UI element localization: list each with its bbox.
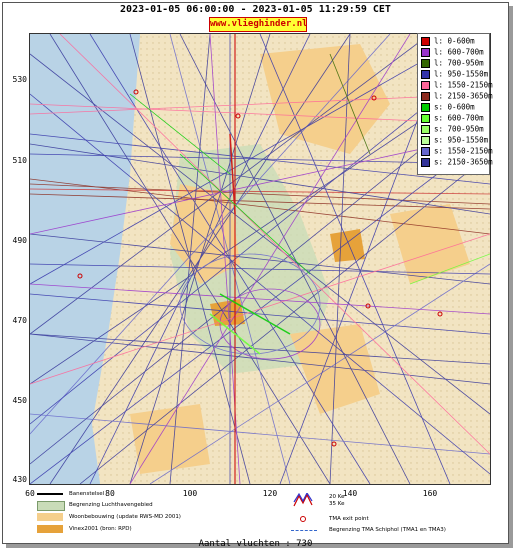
map-canvas (30, 34, 490, 484)
housing-area (390, 204, 470, 284)
legend-swatch (421, 113, 430, 123)
legend-swatch (421, 91, 430, 101)
x-tick-label: 80 (105, 489, 115, 498)
tma-exit-key-label: TMA exit point (329, 516, 369, 522)
housing-area (130, 404, 210, 474)
legend-item: l: 600-700m (421, 47, 484, 57)
x-tick-label: 160 (422, 489, 438, 498)
y-tick-label: 450 (12, 396, 27, 405)
flight-count: Aantal vluchten : 730 (198, 539, 313, 549)
y-tick-label: 470 (12, 316, 27, 325)
legend-swatch (421, 69, 430, 79)
legend-item: s: 1550-2150m (421, 146, 493, 156)
legend-swatch (421, 36, 430, 46)
housing-area (260, 44, 390, 154)
water-area (30, 34, 140, 484)
flight-tracks (30, 34, 490, 484)
map-frame: 2023-01-05 06:00:00 - 2023-01-05 11:29:5… (2, 2, 509, 549)
legend-swatch (421, 102, 430, 112)
legend-item: l: 950-1550m (421, 69, 488, 79)
legend-item: l: 1550-2150m (421, 80, 493, 90)
legend-swatch (421, 135, 430, 145)
x-tick-label: 60 (25, 489, 35, 498)
map-key: Banenstelsel Begrenzing Luchthavengebied… (29, 485, 489, 537)
airport-limit-swatch (37, 501, 65, 511)
legend-item: s: 600-700m (421, 113, 484, 123)
runway-key-label: Banenstelsel (69, 491, 105, 497)
legend-swatch (421, 58, 430, 68)
tma-exit-icon (300, 516, 306, 522)
legend-swatch (421, 157, 430, 167)
x-tick-label: 140 (342, 489, 358, 498)
ke35-key-label: 35 Ke (329, 501, 345, 507)
x-tick-label: 120 (262, 489, 278, 498)
legend-swatch (421, 124, 430, 134)
legend-item: l: 0-600m (421, 36, 475, 46)
legend-item: s: 950-1550m (421, 135, 488, 145)
legend-swatch (421, 47, 430, 57)
y-tick-label: 530 (12, 75, 27, 84)
airport-limit-key-label: Begrenzing Luchthavengebied (69, 502, 153, 508)
period-title: 2023-01-05 06:00:00 - 2023-01-05 11:29:5… (120, 4, 391, 15)
altitude-legend: l: 0-600m l: 600-700m l: 700-950m l: 950… (417, 33, 493, 175)
vinex-key-label: Vinex2001 (bron: RPD) (69, 526, 132, 532)
y-tick-label: 510 (12, 156, 27, 165)
ke20-key-label: 20 Ke (329, 494, 345, 500)
y-tick-label: 430 (12, 475, 27, 484)
ke-contour-icon (293, 493, 313, 507)
legend-item: s: 0-600m (421, 102, 475, 112)
legend-item: l: 2150-3650m (421, 91, 493, 101)
vinex-area (330, 229, 365, 262)
site-link[interactable]: www.vlieghinder.nl (209, 17, 308, 32)
housing-swatch (37, 513, 63, 521)
legend-item: l: 700-950m (421, 58, 484, 68)
flight-track-map[interactable] (29, 33, 491, 485)
vinex-swatch (37, 525, 63, 533)
tma-limit-swatch (291, 530, 317, 531)
housing-key-label: Woonbebouwing (update RWS-MD 2001) (69, 514, 181, 520)
tma-limit-key-label: Begrenzing TMA Schiphol (TMA1 en TMA3) (329, 527, 446, 533)
runway-swatch (37, 493, 63, 495)
legend-swatch (421, 80, 430, 90)
tma-exit-points (77, 89, 443, 447)
y-tick-label: 490 (12, 236, 27, 245)
legend-swatch (421, 146, 430, 156)
legend-item: s: 700-950m (421, 124, 484, 134)
legend-item: s: 2150-3650m (421, 157, 493, 167)
x-tick-label: 100 (182, 489, 198, 498)
